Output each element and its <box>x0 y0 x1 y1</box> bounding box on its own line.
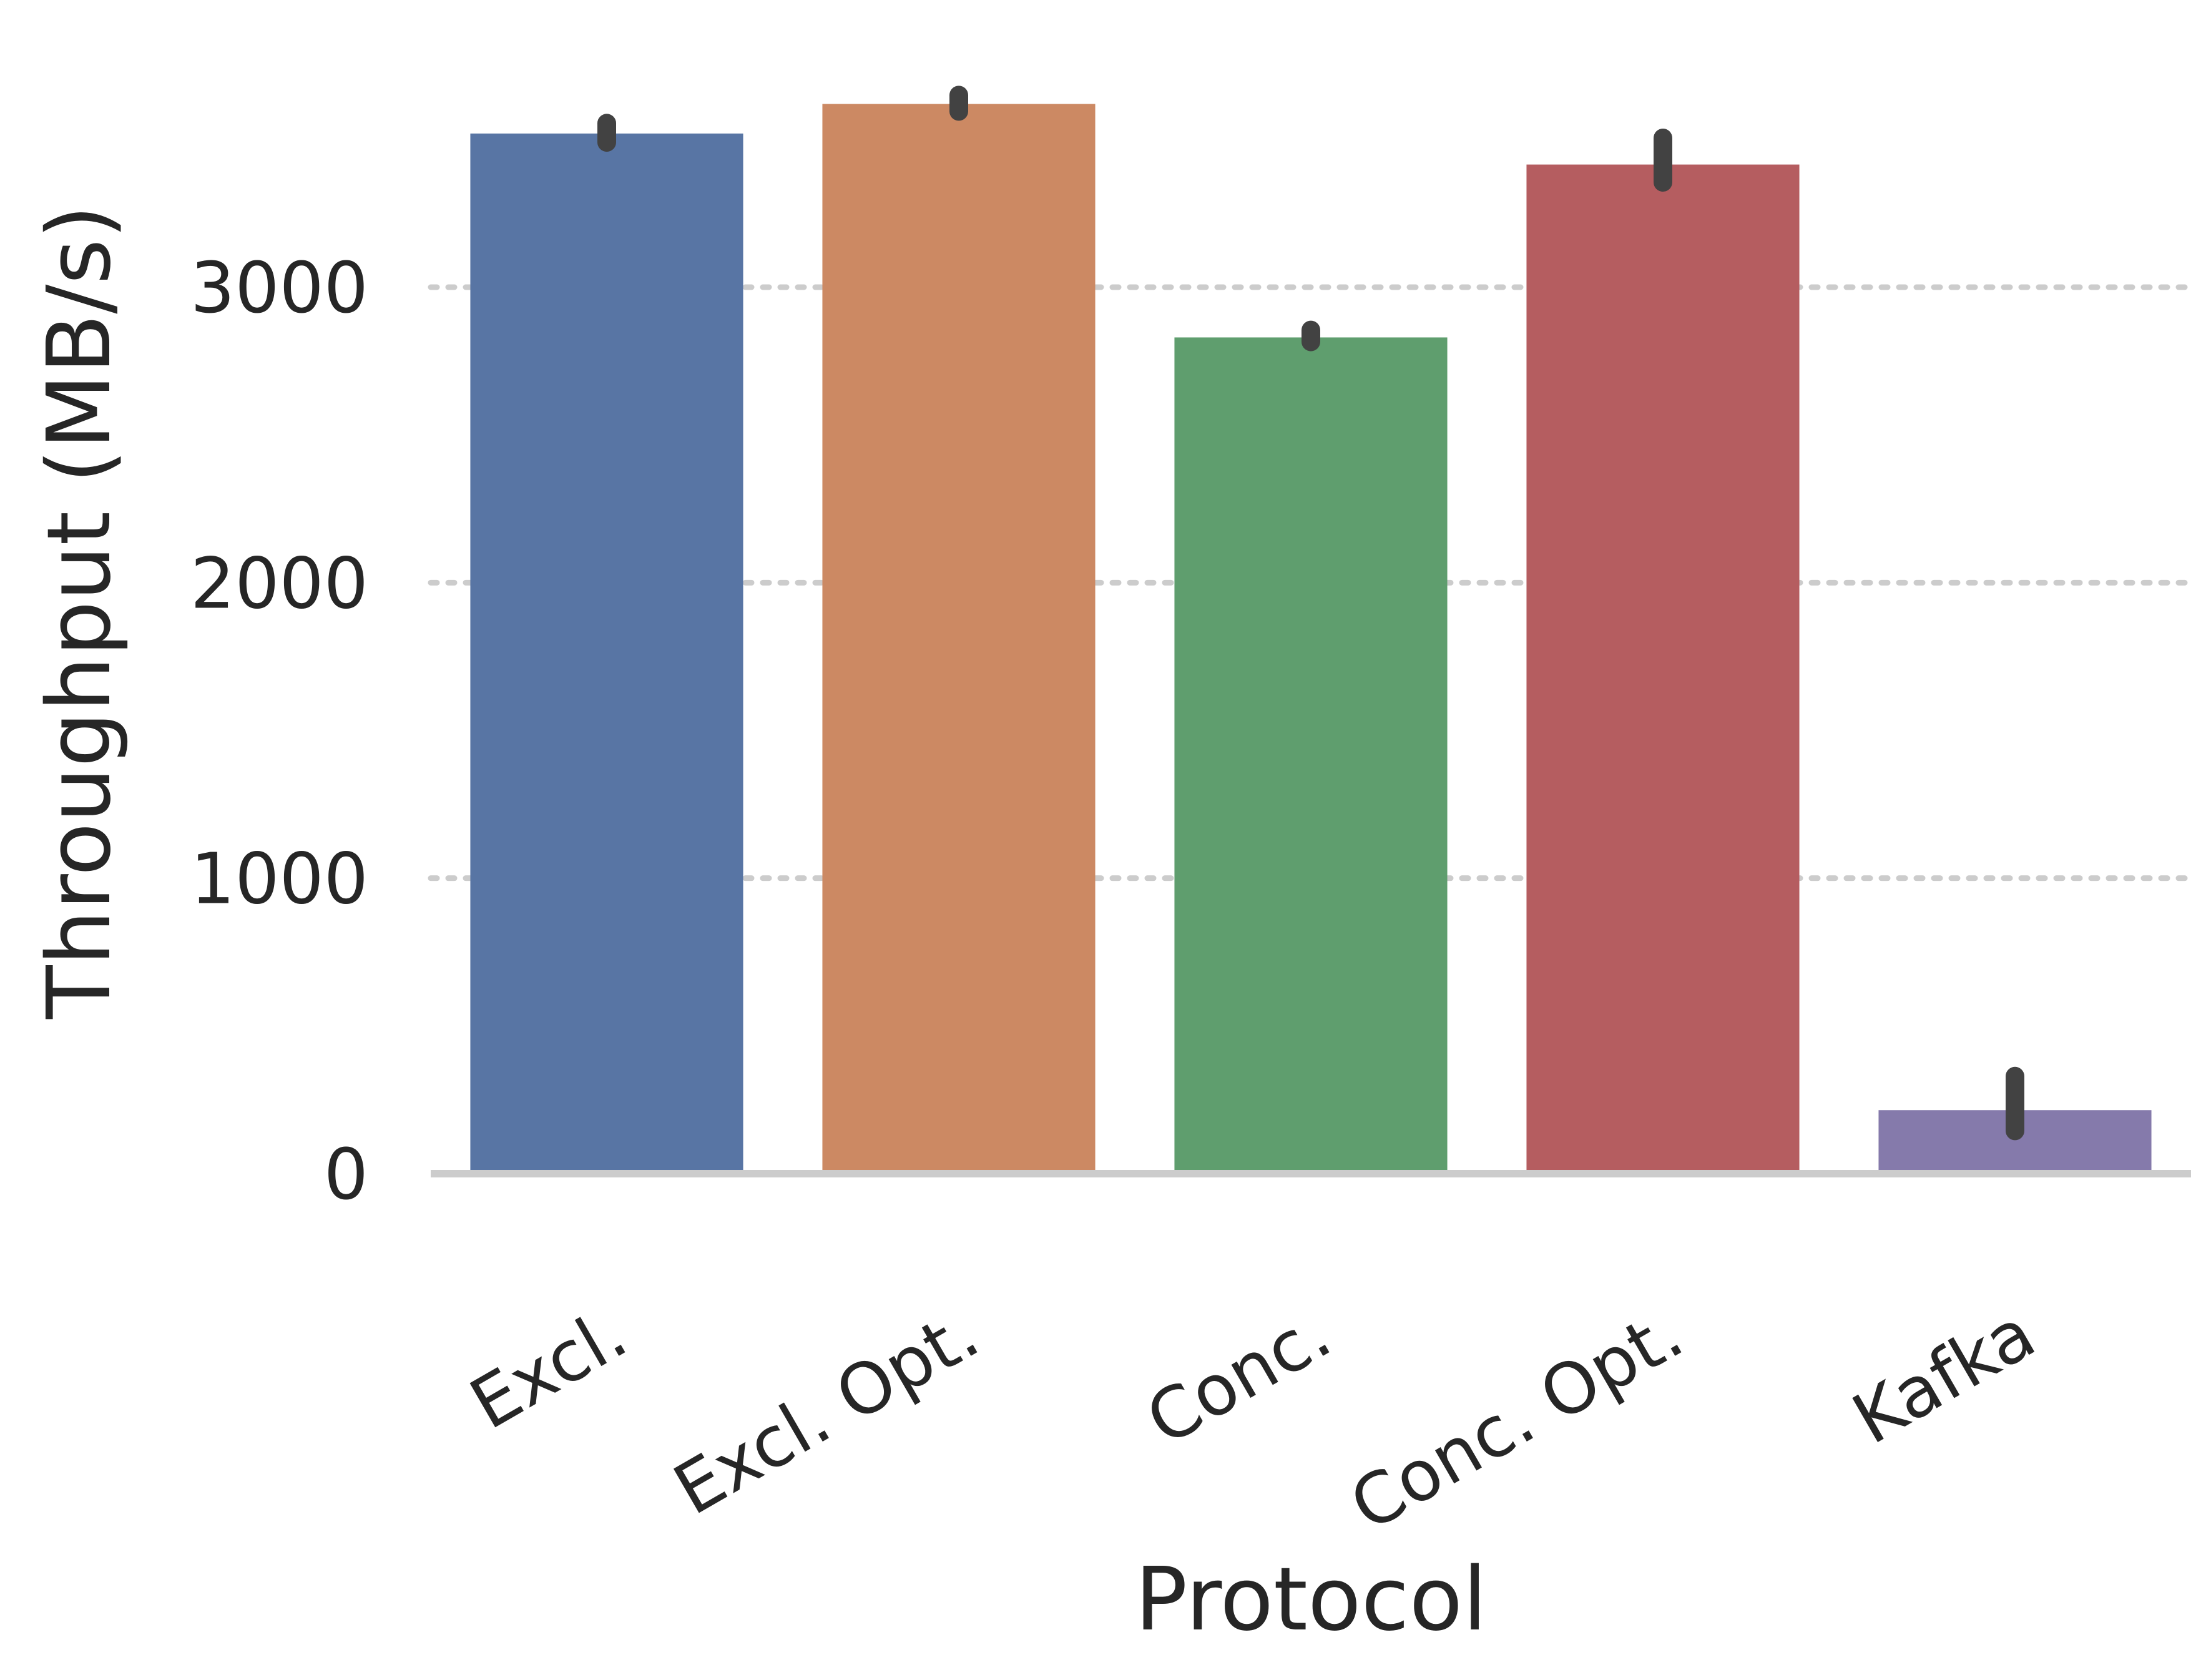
bars <box>470 104 2152 1174</box>
y-axis-label: Throughput (MB/s) <box>29 205 130 1019</box>
x-tick-labels: Excl. Excl. Opt. Conc.Conc. Opt. Kafka <box>457 1293 2048 1547</box>
x-tick-label-2: Conc. <box>1134 1293 1345 1461</box>
x-tick-label-4: Kafka <box>1840 1293 2048 1460</box>
error-bars <box>597 86 2024 1141</box>
x-tick-label-1: Excl. Opt. <box>661 1293 993 1531</box>
x-axis-label: Protocol <box>1135 1549 1487 1651</box>
x-tick-label-3: Conc. Opt. <box>1337 1293 1696 1547</box>
y-tick-label-3: 3000 <box>190 248 368 329</box>
bar-3 <box>1526 164 1800 1174</box>
bar-2 <box>1174 337 1448 1174</box>
bar-1 <box>822 104 1096 1174</box>
y-tick-label-1: 1000 <box>190 839 368 920</box>
y-tick-label-2: 2000 <box>190 543 368 624</box>
x-tick-label-0: Excl. <box>457 1293 640 1445</box>
y-tick-label-0: 0 <box>324 1134 368 1216</box>
y-tick-labels: 0 1000 2000 3000 <box>190 248 368 1216</box>
bar-0 <box>470 133 743 1174</box>
